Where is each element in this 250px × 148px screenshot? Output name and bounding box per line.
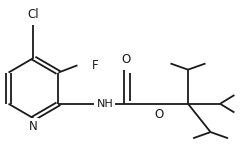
Text: N: N	[29, 120, 38, 133]
Text: F: F	[92, 59, 98, 72]
Text: O: O	[155, 108, 164, 121]
Text: O: O	[122, 53, 131, 66]
Text: NH: NH	[96, 99, 113, 109]
Text: Cl: Cl	[28, 8, 39, 21]
